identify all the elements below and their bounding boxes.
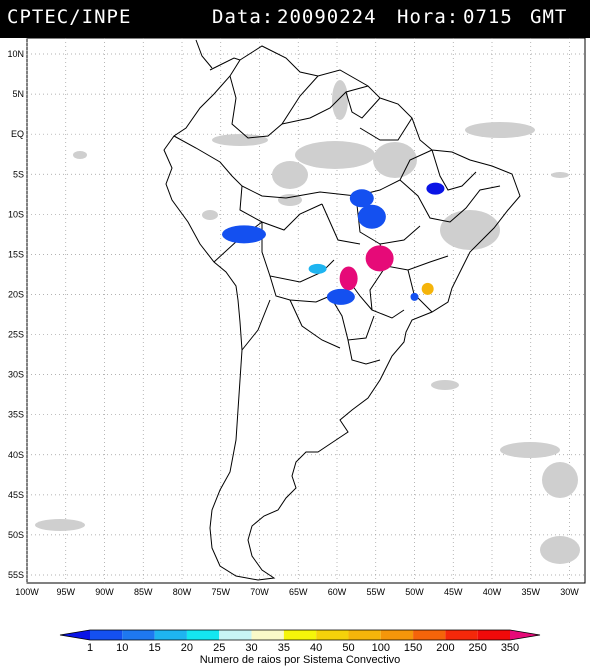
colorbar-tick-label: 25 [213, 642, 225, 654]
lat-tick-label: 20S [8, 289, 24, 299]
convective-systems [222, 182, 445, 305]
colorbar-segment [380, 630, 414, 640]
time-zone: GMT [530, 6, 568, 28]
colorbar-tick-label: 1 [87, 642, 93, 654]
colorbar-segment [283, 630, 317, 640]
time-label: Hora: [397, 6, 460, 28]
convective-system-mato-grosso-sul [365, 245, 394, 272]
lon-tick-label: 75W [211, 587, 230, 597]
lon-tick-label: 85W [134, 587, 153, 597]
lon-tick-label: 50W [405, 587, 424, 597]
lat-tick-label: 40S [8, 450, 24, 460]
colorbar-tick-label: 10 [116, 642, 128, 654]
time-value: 0715 [463, 6, 513, 28]
colorbar-segment [510, 630, 540, 640]
colorbar-segment [219, 630, 252, 640]
lon-tick-label: 70W [250, 587, 269, 597]
central-america [195, 39, 241, 71]
lat-tick-label: 50S [8, 530, 24, 540]
lon-tick-label: 55W [366, 587, 385, 597]
colorbar-segment [154, 630, 187, 640]
lat-tick-label: EQ [11, 129, 24, 139]
lon-tick-label: 35W [521, 587, 540, 597]
lon-tick-label: 65W [289, 587, 308, 597]
title-bar: CPTEC/INPE Data: 20090224 Hora: 0715 GMT [0, 0, 590, 38]
lon-tick-label: 60W [328, 587, 347, 597]
colorbar-outline [59, 629, 541, 641]
colorbar-segment [445, 630, 478, 640]
colorbar-tick-label: 15 [148, 642, 160, 654]
lon-tick-label: 80W [173, 587, 192, 597]
lat-tick-label: 35S [8, 410, 24, 420]
colorbar-segment [316, 630, 349, 640]
colorbar-title: Numero de raios por Sistema Convectivo [199, 654, 401, 666]
convective-system-peru-acre [222, 225, 266, 244]
colorbar-tick-label: 30 [245, 642, 257, 654]
colorbar-tick-label: 35 [278, 642, 290, 654]
colorbar-tick-label: 40 [310, 642, 322, 654]
lon-tick-label: 95W [56, 587, 75, 597]
colorbar-tick-label: 250 [469, 642, 487, 654]
colorbar-tick-label: 200 [436, 642, 454, 654]
colorbar-tick-label: 350 [501, 642, 519, 654]
lat-tick-label: 10S [8, 209, 24, 219]
convective-system-minas-gerais [421, 282, 434, 295]
map-frame [26, 37, 586, 584]
lat-tick-label: 55S [8, 570, 24, 580]
colorbar-segment [60, 630, 90, 640]
convective-system-north-mato-grosso [357, 204, 386, 229]
axis-labels: 10N 5N EQ 5S 10S 15S 20S 25S 30S 35S 40S 45S 50S 55S 1… [7, 49, 579, 597]
colorbar-segment [477, 630, 510, 640]
date-value: 20090224 [277, 6, 377, 28]
lon-tick-label: 90W [95, 587, 114, 597]
convective-system-paraguay [326, 288, 355, 305]
lat-tick-label: 10N [7, 49, 24, 59]
lon-tick-label: 30W [560, 587, 579, 597]
convective-system-pantanal [339, 266, 358, 291]
colorbar-segment [348, 630, 381, 640]
convective-system-central-amazon [349, 189, 374, 208]
lon-tick-label: 45W [444, 587, 463, 597]
lat-tick-label: 45S [8, 490, 24, 500]
lat-lon-grid [26, 38, 585, 583]
south-america-coastline [163, 45, 521, 581]
lat-tick-label: 30S [8, 370, 24, 380]
colorbar-tick-label: 100 [372, 642, 390, 654]
colorbar-segment [251, 630, 284, 640]
lon-tick-label: 100W [15, 587, 39, 597]
lat-tick-label: 15S [8, 249, 24, 259]
convective-system-sao-paulo [410, 292, 419, 301]
colorbar-segment [122, 630, 155, 640]
convective-system-northeast-brazil [426, 182, 445, 195]
source-label: CPTEC/INPE [7, 6, 132, 28]
lon-tick-label: 40W [483, 587, 502, 597]
colorbar-segment [413, 630, 446, 640]
convective-system-bolivia [308, 263, 327, 274]
date-label: Data: [212, 6, 275, 28]
colorbar-tick-label: 150 [404, 642, 422, 654]
colorbar: 1 10 15 20 25 30 35 40 50 100 150 200 250 350 [59, 629, 541, 654]
colorbar-tick-label: 50 [342, 642, 354, 654]
lat-tick-label: 5N [12, 89, 24, 99]
colorbar-tick-label: 20 [181, 642, 193, 654]
colorbar-segment [186, 630, 220, 640]
lat-tick-label: 25S [8, 330, 24, 340]
lat-tick-label: 5S [13, 169, 24, 179]
colorbar-segment [90, 630, 123, 640]
